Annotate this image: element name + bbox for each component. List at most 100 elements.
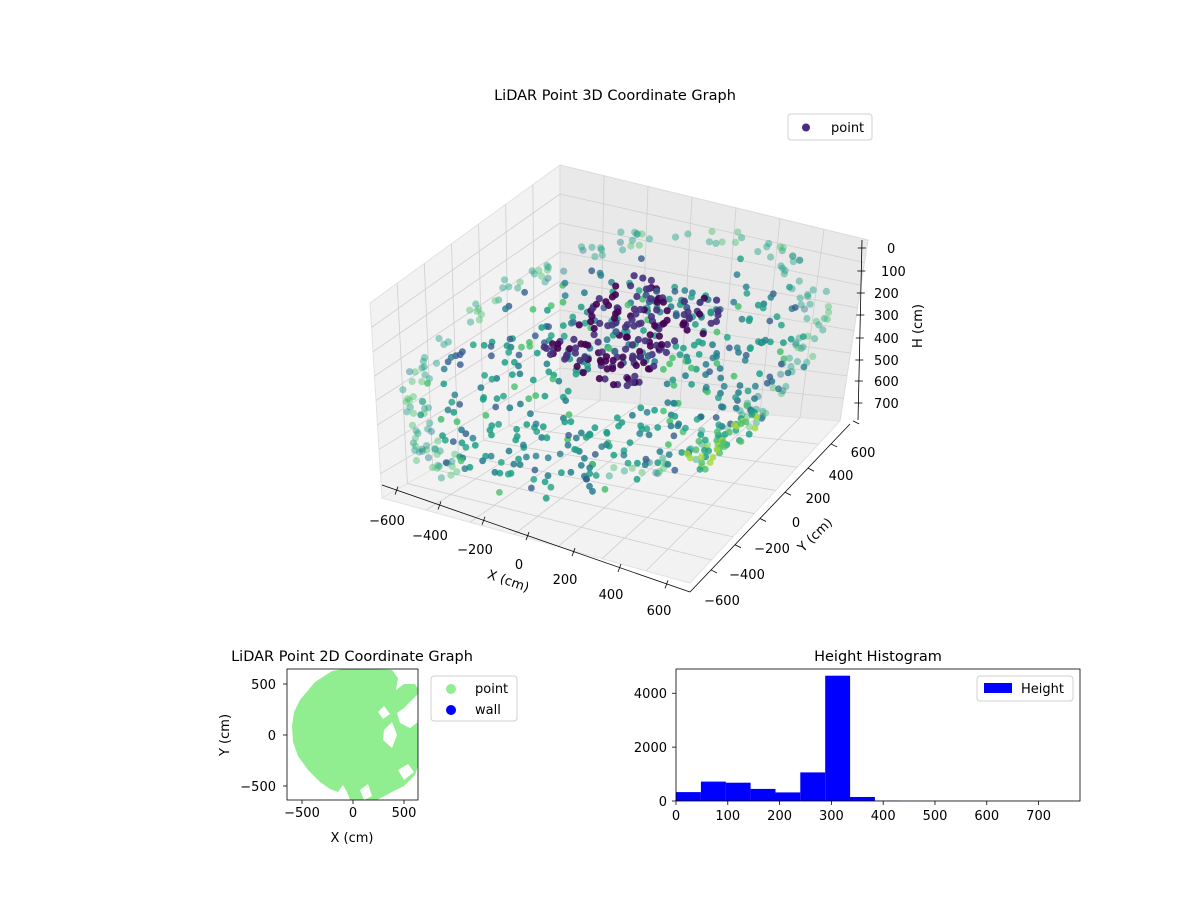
x-axis-line <box>381 484 691 593</box>
legend-label-wall: wall <box>475 703 501 718</box>
scatter-point <box>718 403 725 411</box>
scatter-point <box>713 296 721 304</box>
scatter-point <box>480 341 488 349</box>
scatter-point <box>545 323 552 331</box>
scatter-point <box>690 341 698 349</box>
scatter-point <box>667 422 675 430</box>
legend-label-height: Height <box>1021 682 1064 697</box>
scatter-point <box>672 312 680 320</box>
scatter-point <box>586 464 594 472</box>
scatter-point <box>581 454 588 462</box>
scatter-point <box>609 365 617 373</box>
scatter-point <box>793 358 802 366</box>
z3d-tick-label: 700 <box>874 397 899 412</box>
histogram-bar <box>750 788 776 801</box>
scatter-point <box>701 436 709 444</box>
y3d-axis-label: Y (cm) <box>795 515 836 556</box>
scatter-point <box>577 303 585 311</box>
grid-line <box>407 483 712 561</box>
scatter-point <box>622 345 630 353</box>
scatter-point <box>482 412 490 419</box>
scatter-point <box>604 301 613 309</box>
y3d-tick-label: −400 <box>729 568 765 583</box>
scatter-point <box>778 264 787 272</box>
grid-line <box>601 413 761 560</box>
grid-line <box>559 193 865 264</box>
scatter-point <box>716 365 724 372</box>
tick-mark <box>784 491 792 496</box>
scatter-point <box>759 304 767 312</box>
scatter-point <box>660 319 668 327</box>
scatter-point <box>418 445 426 453</box>
scatter-point <box>572 434 580 442</box>
scatter-point <box>466 306 474 314</box>
scatter-point <box>436 447 444 455</box>
scatter-point <box>428 463 437 472</box>
scatter-point <box>662 348 671 357</box>
scatter-point <box>803 314 811 323</box>
scatter-point <box>720 382 728 390</box>
scatter-point <box>646 331 654 339</box>
scatter-point <box>628 236 637 244</box>
scatter-point <box>699 339 706 347</box>
scatter-point <box>671 288 679 295</box>
scatter-point <box>630 272 638 280</box>
scatter-point <box>532 392 540 399</box>
scatter-point <box>406 368 414 376</box>
scatter-point <box>713 360 721 367</box>
scatter-point <box>635 320 643 328</box>
scatter-point <box>437 474 445 482</box>
scatter-point <box>403 408 411 416</box>
scatter-point <box>603 365 611 373</box>
scatter-point <box>612 282 620 290</box>
scatter-point <box>723 333 731 341</box>
scatter-point <box>559 298 567 306</box>
scatter-point <box>547 302 555 310</box>
tick-mark <box>734 544 742 549</box>
scatter-point <box>442 459 450 466</box>
scatter-point <box>654 459 662 467</box>
scatter-point <box>735 389 742 396</box>
hist-x-tick-label: 0 <box>672 809 680 824</box>
scatter-point <box>605 345 613 352</box>
scatter-point <box>447 471 455 479</box>
scatter-point <box>638 230 646 238</box>
scatter-point <box>615 422 622 430</box>
scatter-point <box>701 465 709 473</box>
tick-mark <box>481 516 486 525</box>
scatter-point <box>530 476 538 483</box>
scatter-point <box>543 360 551 368</box>
scatter-point <box>409 409 418 417</box>
scatter-point <box>520 441 527 449</box>
scatter-point <box>539 423 547 431</box>
scatter-point <box>502 305 509 313</box>
scatter-point <box>663 307 671 315</box>
scatter-point <box>590 324 598 333</box>
scatter-point <box>469 341 477 349</box>
scatter-point <box>819 326 827 334</box>
x3d-tick-label: 0 <box>515 558 523 573</box>
scatter-point <box>496 469 504 477</box>
scatter-point <box>669 354 676 362</box>
scatter-point <box>789 252 797 260</box>
scatter-point <box>609 356 617 365</box>
y2d-tick-label: 500 <box>251 678 276 693</box>
scatter-point <box>610 451 618 459</box>
scatter-point <box>514 284 522 292</box>
scatter-point <box>742 283 750 291</box>
scatter-point <box>713 328 721 336</box>
scatter-point <box>471 441 479 449</box>
scatter-point <box>782 382 790 391</box>
scatter-point <box>426 419 434 427</box>
scatter-point <box>495 420 502 428</box>
tick-mark <box>852 420 860 425</box>
scatter-point <box>627 282 635 290</box>
scatter-point <box>671 412 679 420</box>
scatter-point <box>420 363 428 371</box>
scatter-point <box>653 306 661 314</box>
scatter-point <box>423 446 431 454</box>
scatter-point <box>434 437 442 445</box>
scatter-point <box>448 398 456 406</box>
scatter-point <box>571 349 580 357</box>
hist-x-tick-label: 200 <box>767 809 792 824</box>
